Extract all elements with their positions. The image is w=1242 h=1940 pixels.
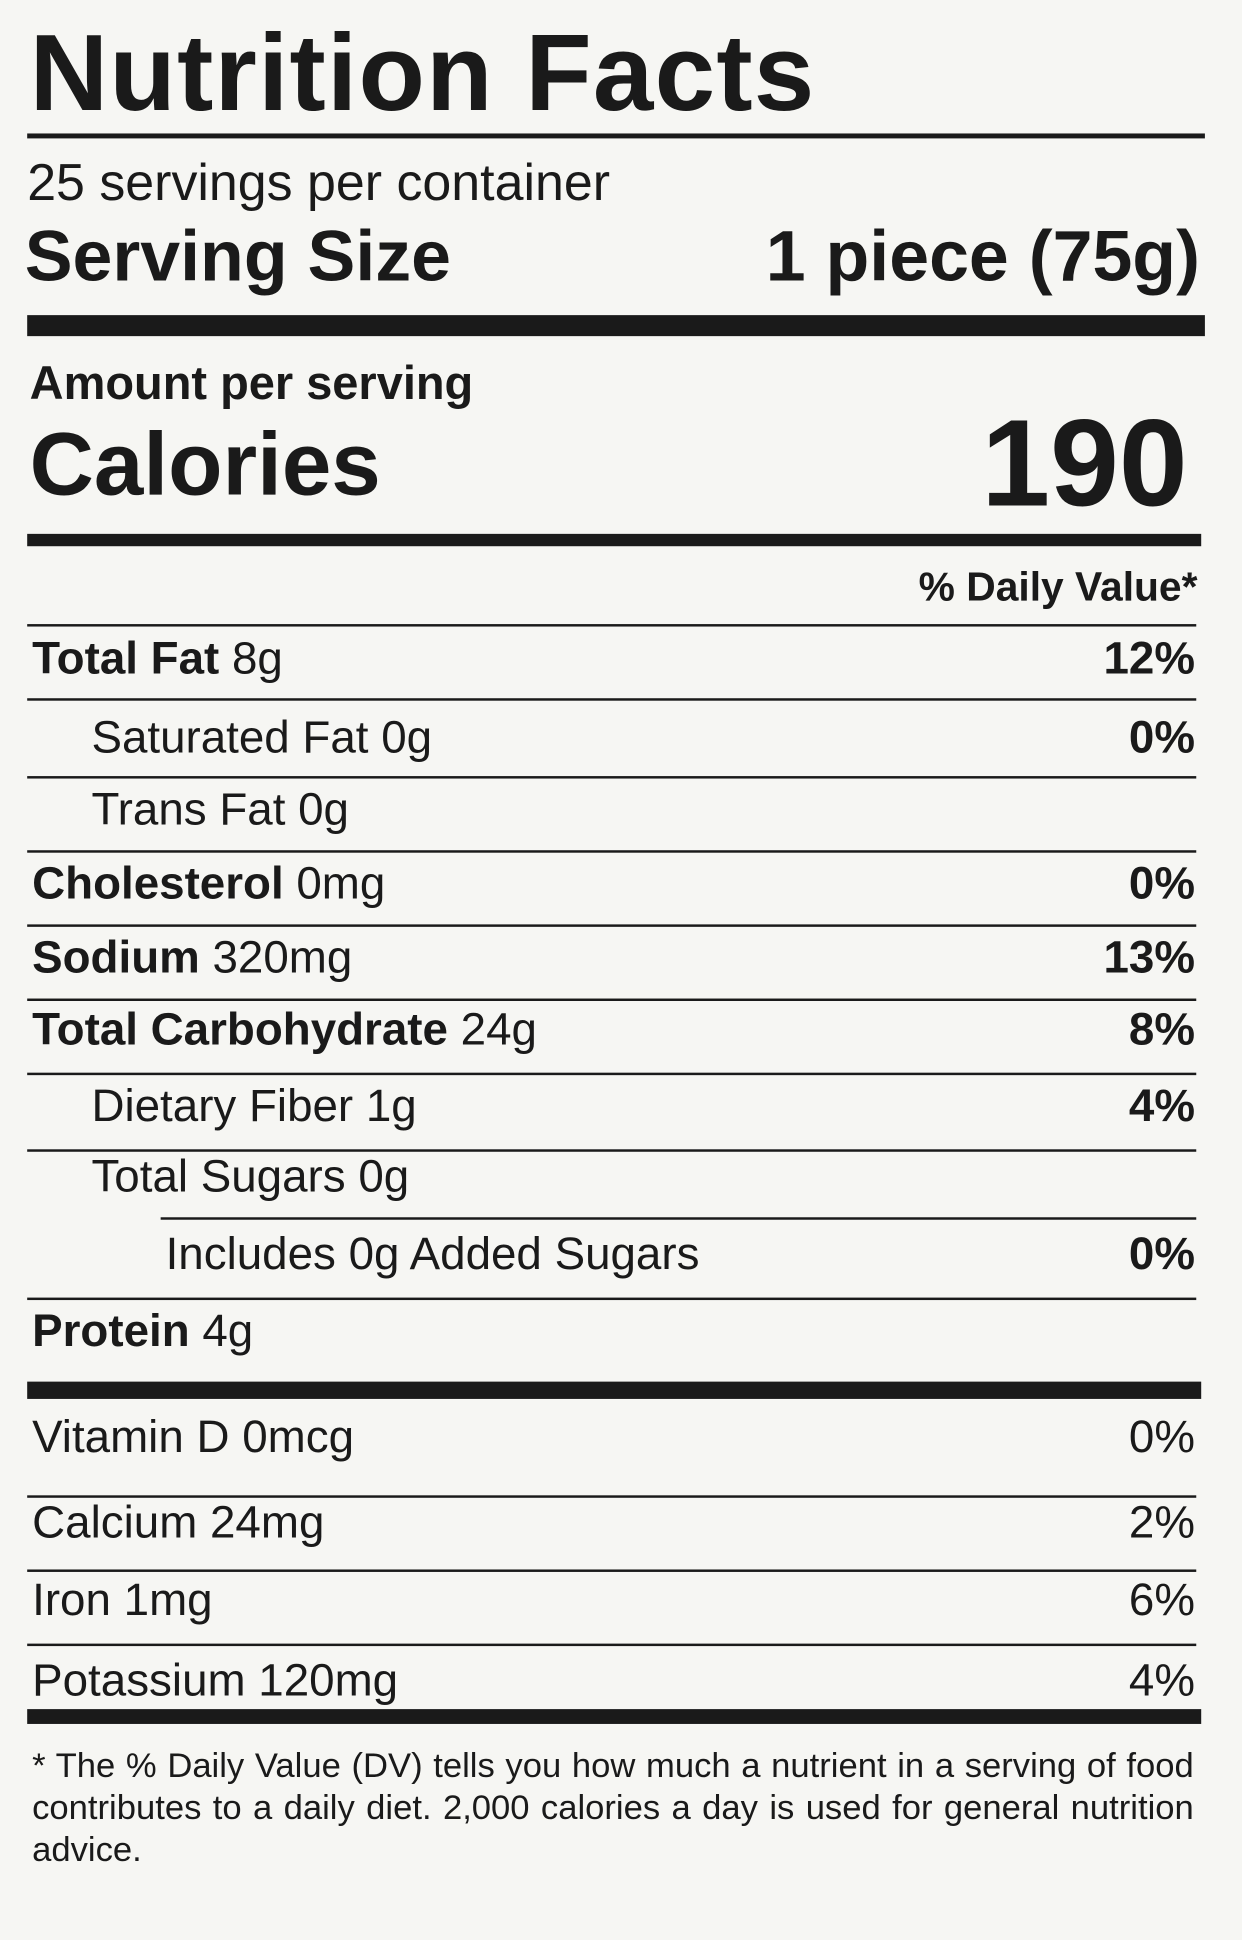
- rule: [27, 1569, 1197, 1572]
- nutrient-amount: 0mcg: [242, 1411, 355, 1462]
- nutrient-row: Includes 0g Added Sugars 0%: [32, 1223, 1195, 1285]
- nutrient-name: Protein: [32, 1305, 190, 1356]
- daily-value: 13%: [1103, 931, 1196, 983]
- rule: [27, 1297, 1197, 1301]
- nutrient-row: Potassium 120mg 4%: [32, 1650, 1195, 1712]
- daily-value: 0%: [1128, 857, 1196, 909]
- nutrient-name: Vitamin D: [32, 1411, 230, 1462]
- nutrient-amount: 24g: [460, 1003, 537, 1055]
- nutrient-amount: 0g: [381, 711, 433, 763]
- servings: 25 servings per container: [27, 153, 611, 212]
- nutrient-row: Protein 4g: [32, 1300, 1195, 1362]
- nutrient-row: Saturated Fat 0g 0%: [32, 707, 1195, 769]
- footnote: * The % Daily Value (DV) tells you how m…: [32, 1746, 1194, 1869]
- serving-size-label: Serving Size: [24, 216, 451, 297]
- nutrient-row: Iron 1mg 6%: [32, 1569, 1195, 1631]
- rule: [27, 1149, 1197, 1152]
- nutrient-name: Potassium: [32, 1654, 246, 1706]
- nutrient-row: Total Sugars 0g: [32, 1146, 1195, 1208]
- thick-rule: [27, 315, 1205, 337]
- thick-rule: [27, 1709, 1202, 1724]
- rule: [27, 776, 1197, 779]
- nutrient-row: Total Carbohydrate 24g 8%: [32, 999, 1195, 1061]
- nutrient-row: Cholesterol 0mg 0%: [32, 853, 1195, 915]
- daily-value: 0%: [1128, 1228, 1196, 1280]
- nutrient-name: Includes 0g Added Sugars: [165, 1228, 700, 1280]
- rule: [27, 998, 1197, 1001]
- rule: [160, 1217, 1197, 1220]
- amount-label: Amount per serving: [29, 358, 474, 411]
- rule: [27, 624, 1197, 627]
- nutrient-amount: 1mg: [123, 1574, 213, 1626]
- daily-value: 12%: [1103, 632, 1196, 684]
- daily-value: 4%: [1128, 1654, 1196, 1706]
- thick-rule: [27, 533, 1202, 547]
- nutrient-name: Sodium: [32, 931, 200, 983]
- nutrient-row: Trans Fat 0g: [32, 779, 1195, 841]
- nutrient-amount: 0mg: [296, 857, 386, 909]
- nutrient-amount: 1g: [365, 1080, 417, 1131]
- nutrient-amount: 120mg: [258, 1654, 399, 1706]
- nutrient-name: Total Carbohydrate: [32, 1003, 448, 1055]
- daily-value: 6%: [1128, 1574, 1196, 1626]
- nutrient-row: Calcium 24mg 2%: [32, 1492, 1195, 1554]
- rule: [27, 1495, 1197, 1498]
- nutrient-row: Dietary Fiber 1g 4%: [32, 1075, 1195, 1137]
- daily-value: 8%: [1128, 1003, 1196, 1055]
- calories-value: 190: [981, 394, 1188, 533]
- rule: [27, 698, 1197, 701]
- nutrient-name: Cholesterol: [32, 857, 284, 909]
- nutrient-name: Total Sugars: [91, 1150, 346, 1202]
- nutrient-row: Total Fat 8g 12%: [32, 628, 1195, 690]
- calories-label: Calories: [29, 415, 381, 515]
- nutrient-amount: 8g: [231, 632, 283, 684]
- rule: [27, 850, 1197, 853]
- nutrient-name: Total Fat: [32, 632, 220, 684]
- rule: [27, 1072, 1197, 1076]
- nutrient-name: Saturated Fat: [91, 711, 369, 763]
- nutrient-amount: 4g: [202, 1305, 254, 1356]
- nutrient-amount: 320mg: [212, 931, 353, 983]
- rule: [27, 133, 1205, 139]
- daily-value: 0%: [1128, 711, 1196, 763]
- serving-size-value: 1 piece (75g): [765, 216, 1200, 297]
- nutrient-row: Vitamin D 0mcg 0%: [32, 1406, 1195, 1468]
- nutrient-name: Trans Fat: [91, 783, 286, 835]
- nutrient-name: Dietary Fiber: [91, 1080, 354, 1131]
- nutrient-name: Calcium: [32, 1496, 198, 1548]
- nutrient-amount: 0g: [298, 783, 349, 835]
- daily-value: 0%: [1128, 1411, 1196, 1462]
- thick-rule: [27, 1381, 1202, 1399]
- rule: [27, 924, 1197, 927]
- nutrient-amount: 24mg: [209, 1496, 325, 1548]
- title: Nutrition Facts: [29, 11, 816, 134]
- nutrient-name: Iron: [32, 1574, 111, 1626]
- daily-value: 4%: [1128, 1080, 1196, 1131]
- nutrient-amount: 0g: [358, 1150, 410, 1202]
- daily-value: 2%: [1128, 1496, 1196, 1548]
- nutrient-row: Sodium 320mg 13%: [32, 927, 1195, 989]
- daily-value-header: % Daily Value*: [918, 563, 1198, 610]
- rule: [27, 1643, 1197, 1647]
